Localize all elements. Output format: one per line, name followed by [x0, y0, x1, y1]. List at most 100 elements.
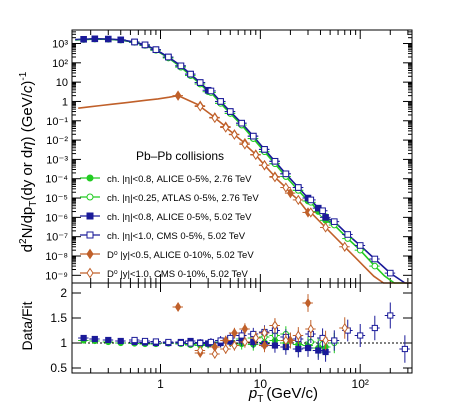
- data-point: [261, 327, 268, 339]
- legend: Pb–Pb collisions ch. |η|<0.8, ALICE 0-5%…: [80, 149, 259, 280]
- data-point: [287, 187, 294, 199]
- x-axis-label: pT (GeV/c): [248, 385, 318, 405]
- data-point: [315, 347, 322, 354]
- data-point: [322, 222, 329, 233]
- series-group: [129, 38, 396, 277]
- data-point: [307, 207, 315, 218]
- data-point: [271, 320, 279, 331]
- x-tick-label: 10: [254, 377, 268, 391]
- data-point: [104, 35, 112, 43]
- y-tick-label: 1: [62, 96, 68, 108]
- data-point: [207, 87, 215, 95]
- data-point: [271, 342, 279, 349]
- y-tick-label: 1.5: [50, 311, 67, 325]
- data-point: [282, 170, 290, 178]
- legend-marker: [86, 212, 94, 220]
- data-point: [222, 343, 229, 355]
- legend-label: D⁰ |y|<0.5, ALICE 0-10%, 5.02 TeV: [107, 250, 254, 261]
- data-point: [196, 79, 204, 86]
- data-point: [252, 332, 259, 344]
- data-point: [250, 132, 257, 140]
- y-axis-label: d2N/dpT(dy or dη) (GeV/c)-1: [18, 71, 39, 252]
- data-point: [371, 262, 379, 270]
- data-point: [174, 90, 182, 101]
- x-tick-label: 10²: [352, 377, 369, 391]
- ratio-y-axis-label: Data/Fit: [19, 301, 35, 350]
- data-point: [80, 36, 87, 43]
- data-point: [152, 46, 160, 53]
- data-point: [294, 194, 302, 206]
- y-tick-label: 10⁻⁷: [46, 232, 68, 244]
- series-group: [78, 334, 331, 362]
- data-point: [356, 242, 364, 249]
- ratio-frame: [71, 282, 413, 374]
- data-point: [295, 330, 302, 341]
- data-point: [187, 340, 194, 347]
- data-point: [197, 345, 204, 356]
- data-point: [238, 119, 245, 127]
- data-point: [319, 207, 326, 215]
- data-point: [152, 338, 160, 345]
- data-point: [174, 301, 182, 313]
- y-tick-label: 10⁻⁹: [45, 270, 68, 282]
- data-point: [222, 122, 230, 133]
- data-point: [211, 112, 219, 124]
- data-point: [231, 129, 238, 140]
- legend-title: Pb–Pb collisions: [136, 149, 224, 163]
- data-point: [226, 108, 234, 115]
- data-point: [371, 324, 378, 332]
- data-point: [231, 340, 238, 351]
- data-point: [322, 335, 329, 346]
- data-point: [131, 38, 138, 46]
- data-point: [307, 196, 315, 204]
- y-tick-label: 10⁻¹: [46, 116, 68, 128]
- data-point: [331, 337, 338, 344]
- data-point: [207, 338, 215, 346]
- data-point: [282, 335, 290, 346]
- data-point: [341, 241, 349, 252]
- legend-label: ch. |η|<1.0, CMS 0-5%, 5.02 TeV: [107, 231, 246, 242]
- data-point: [401, 345, 408, 353]
- data-point: [341, 322, 348, 334]
- y-tick-label: 10³: [52, 39, 68, 51]
- data-point: [91, 335, 98, 343]
- y-tick-label: 10: [56, 77, 68, 89]
- x-tick-label: 1: [157, 377, 164, 391]
- data-point: [271, 157, 279, 165]
- legend-marker: [86, 267, 94, 279]
- data-point: [238, 332, 245, 339]
- data-point: [387, 312, 394, 319]
- data-point: [177, 339, 184, 347]
- data-point: [141, 41, 149, 49]
- y-tick-label: 2: [60, 286, 67, 300]
- series-group: [78, 333, 331, 358]
- data-point: [330, 218, 338, 225]
- data-point: [141, 337, 149, 345]
- data-point: [261, 160, 268, 171]
- data-point: [196, 101, 204, 112]
- y-tick-label: 10⁻⁵: [45, 193, 68, 205]
- data-point: [304, 344, 312, 352]
- data-point: [80, 334, 87, 342]
- data-point: [231, 327, 238, 339]
- data-point: [165, 53, 172, 61]
- data-point: [241, 336, 249, 348]
- legend-marker: [86, 193, 94, 201]
- data-point: [307, 323, 314, 335]
- data-point: [241, 139, 249, 150]
- y-tick-label: 0.5: [50, 361, 67, 375]
- y-tick-label: 10²: [52, 58, 68, 70]
- data-point: [117, 337, 124, 345]
- data-point: [187, 70, 194, 78]
- series-group: [194, 317, 350, 360]
- legend-label: D⁰ |y|<1.0, CMS 0-10%, 5.02 TeV: [107, 269, 249, 280]
- data-point: [386, 269, 394, 277]
- data-point: [91, 35, 99, 43]
- data-point: [252, 149, 260, 161]
- data-point: [304, 297, 312, 309]
- series-group: [172, 294, 313, 359]
- y-tick-label: 10⁻³: [46, 154, 68, 166]
- spectra-panel: 10⁻⁹ 10⁻⁸ 10⁻⁷ 10⁻⁶ 10⁻⁵ 10⁻⁴ 10⁻³ 10⁻² 10⁻¹ 1 10 1…: [45, 29, 413, 284]
- y-tick-label: 10⁻²: [46, 135, 68, 147]
